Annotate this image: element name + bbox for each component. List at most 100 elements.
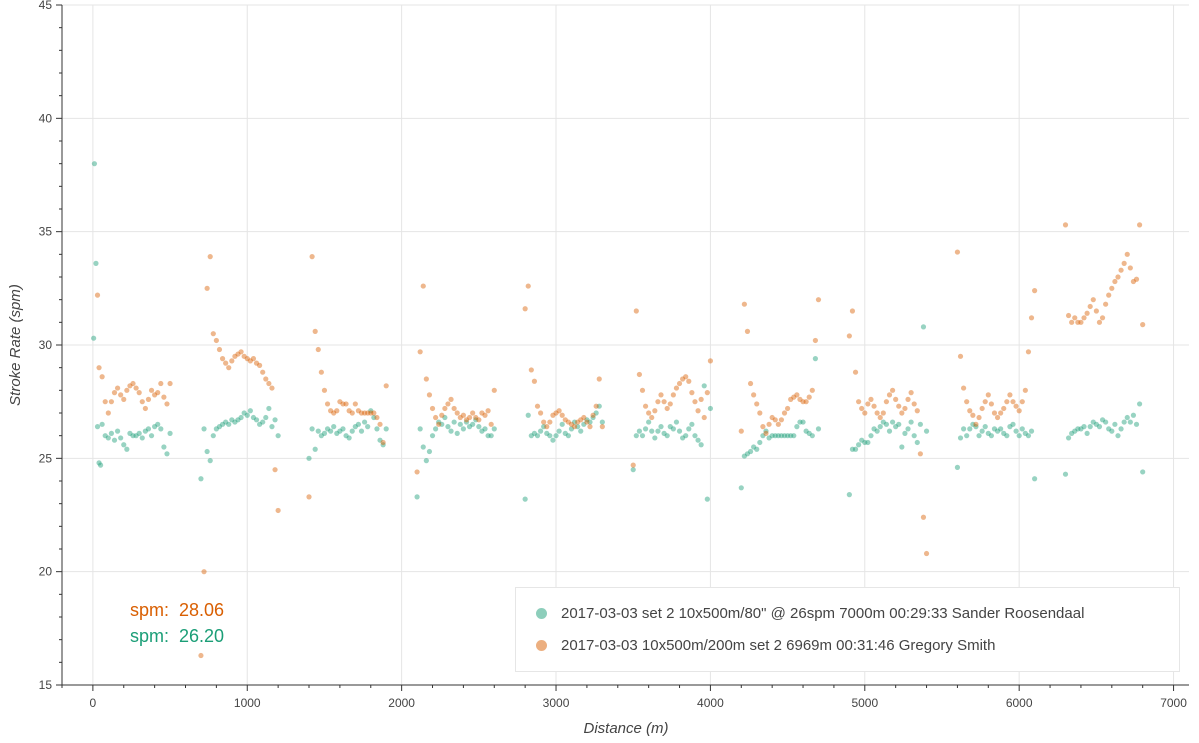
point-green [161,444,167,450]
point-orange [846,333,852,339]
point-green [238,414,244,421]
point-green [352,424,358,430]
point-orange [874,410,880,416]
point-green [1127,419,1133,425]
point-green [1133,421,1140,427]
point-green [905,426,911,432]
point-orange [797,396,803,402]
point-orange [692,399,698,405]
point-orange [346,408,352,414]
point-orange [670,392,676,398]
legend-item-smith[interactable]: 2017-03-03 10x500m/200m set 2 6969m 00:3… [536,634,995,656]
point-orange [652,408,658,414]
point-orange [1062,222,1069,228]
point-green [794,424,800,430]
point-orange [544,424,550,430]
point-orange [374,414,380,421]
point-green [544,430,550,436]
point-green [1022,430,1028,436]
point-green [358,428,365,434]
point-green [1013,428,1019,434]
point-orange [466,414,473,421]
point-green [340,426,346,432]
point-green [482,426,488,432]
point-green [210,433,216,439]
point-green [630,467,636,473]
data-points [91,161,1146,659]
point-orange [1007,392,1013,398]
x-tick-label: 4000 [697,696,724,710]
point-green [964,433,970,439]
point-orange [988,401,994,407]
point-orange [856,399,862,405]
point-orange [649,414,655,421]
point-green [633,433,639,439]
point-orange [1075,319,1081,325]
point-orange [778,417,785,423]
point-orange [896,403,902,409]
point-orange [114,385,121,391]
point-green [219,421,226,427]
point-green [954,464,961,470]
point-orange [991,410,998,416]
point-orange [358,410,365,416]
point-orange [775,421,781,427]
point-orange [1127,265,1133,271]
point-orange [1069,319,1075,325]
point-green [599,419,605,425]
point-orange [142,405,148,412]
point-green [889,419,896,425]
point-green [1007,424,1013,430]
point-orange [269,385,275,391]
point-orange [139,399,145,405]
point-orange [908,390,914,396]
point-green [534,433,541,439]
point-green [377,437,383,443]
legend-item-roosendaal[interactable]: 2017-03-03 set 2 10x500m/80" @ 26spm 700… [536,602,1084,624]
point-green [797,419,803,425]
point-orange [791,394,797,400]
point-green [337,428,343,434]
point-orange [1001,405,1007,412]
point-green [581,421,587,427]
point-green [649,428,655,434]
point-green [371,414,377,421]
point-green [772,433,778,439]
point-green [914,439,920,446]
point-green [127,430,133,436]
point-green [991,426,998,432]
point-green [155,421,161,427]
point-green [457,421,463,427]
point-green [683,433,689,439]
point-green [99,421,105,427]
point-green [312,446,318,452]
point-green [226,421,232,427]
point-orange [893,396,899,402]
point-orange [902,405,908,412]
point-green [744,451,751,457]
point-orange [673,385,680,391]
point-green [204,448,210,455]
point-green [578,428,584,434]
point-orange [448,396,454,402]
point-orange [460,412,466,418]
point-green [1087,424,1093,430]
point-orange [998,410,1004,416]
point-green [803,428,809,434]
point-green [877,424,883,430]
point-orange [1078,319,1084,325]
point-orange [1115,274,1121,280]
point-orange [541,419,547,425]
point-orange [772,417,778,423]
point-green [667,424,673,430]
point-orange [1130,278,1137,285]
point-orange [1072,315,1078,321]
point-orange [528,367,534,373]
point-green [785,433,791,439]
point-orange [973,421,979,427]
point-green [763,428,769,434]
point-green [102,433,108,439]
point-green [263,414,269,421]
point-green [136,430,142,436]
point-orange [664,405,670,412]
